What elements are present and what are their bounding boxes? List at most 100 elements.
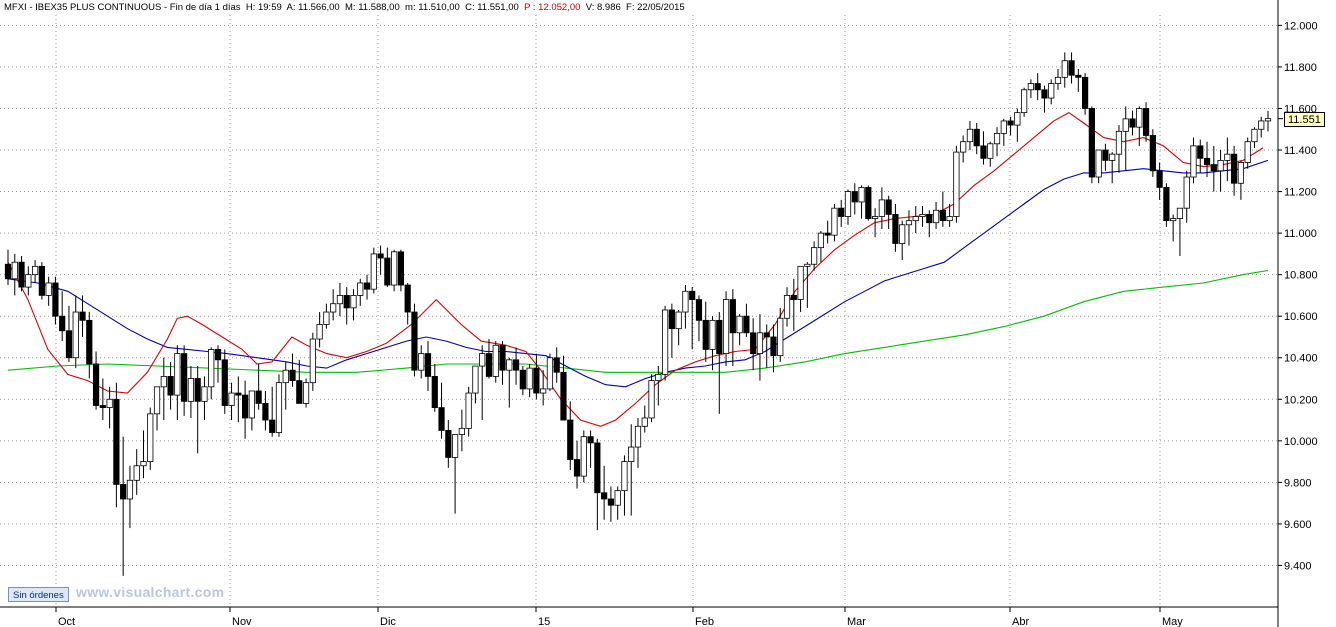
candle-body-up xyxy=(1224,153,1231,161)
candle-body-down xyxy=(1156,170,1163,188)
candle xyxy=(817,231,825,263)
candle xyxy=(973,123,980,155)
candle-body-down xyxy=(824,232,831,236)
candle-body-down xyxy=(668,309,675,330)
candle xyxy=(167,361,174,410)
candle xyxy=(756,314,764,381)
candle-body-down xyxy=(1088,108,1095,178)
candle xyxy=(438,382,445,439)
candle xyxy=(330,289,337,321)
candle xyxy=(201,376,208,421)
candle xyxy=(1034,73,1041,101)
candle xyxy=(709,316,716,371)
candle-body-down xyxy=(695,299,703,321)
y-tick-label: 12.000 xyxy=(1284,20,1318,32)
candle xyxy=(235,376,242,423)
candle-body-up xyxy=(1183,176,1190,209)
candle xyxy=(1075,69,1082,92)
candle-body-up xyxy=(871,216,879,219)
candle-body-up xyxy=(350,295,357,309)
candle-body-down xyxy=(445,430,452,458)
x-tick-label: 15 xyxy=(538,616,550,627)
candle xyxy=(99,378,106,421)
candle xyxy=(194,366,201,454)
orders-status-button[interactable]: Sin órdenes xyxy=(8,587,69,602)
candle xyxy=(993,127,1001,157)
candle-body-up xyxy=(540,388,547,394)
candle-body-down xyxy=(1041,89,1048,99)
candle xyxy=(1136,106,1143,146)
candle-body-up xyxy=(1170,218,1177,222)
candle xyxy=(783,287,791,327)
candle xyxy=(573,440,581,489)
candle xyxy=(397,249,405,292)
candle-body-up xyxy=(756,332,764,354)
candle xyxy=(309,332,316,391)
candle-body-down xyxy=(1197,145,1204,159)
y-tick-label: 10.400 xyxy=(1284,353,1318,365)
candle xyxy=(25,266,32,296)
candle-body-up xyxy=(919,214,926,217)
chart-grid xyxy=(0,15,1278,607)
candle xyxy=(1000,118,1007,146)
y-tick-label: 10.000 xyxy=(1284,436,1318,448)
candle xyxy=(661,305,669,381)
candle-body-up xyxy=(628,446,635,462)
ma-short-line xyxy=(7,111,1264,427)
candle xyxy=(689,287,696,350)
candle-body-up xyxy=(1027,83,1035,91)
candle xyxy=(113,382,120,508)
candle-body-up xyxy=(661,309,669,375)
candle-body-up xyxy=(1021,89,1028,114)
candle xyxy=(275,374,283,437)
candle-body-up xyxy=(316,324,323,340)
candle-body-down xyxy=(1081,76,1089,109)
candle xyxy=(953,145,960,223)
candle xyxy=(106,386,113,429)
candle xyxy=(262,390,269,431)
candle-body-down xyxy=(255,390,262,404)
candle xyxy=(181,345,188,416)
candle-body-up xyxy=(336,295,344,305)
candle xyxy=(899,220,906,261)
candle-body-up xyxy=(1014,112,1021,126)
y-tick-label: 11.400 xyxy=(1284,145,1317,157)
candle-body-down xyxy=(533,367,540,394)
candle xyxy=(1258,116,1265,138)
candle-body-up xyxy=(1122,118,1129,132)
candle xyxy=(302,378,310,408)
candle-body-up xyxy=(655,373,662,381)
candle-body-down xyxy=(1068,60,1075,76)
candle-body-up xyxy=(248,390,255,419)
candle xyxy=(269,386,276,437)
candle-body-down xyxy=(1163,187,1170,222)
candle-body-down xyxy=(363,282,371,290)
candle xyxy=(1115,125,1123,173)
candle xyxy=(804,262,811,308)
candle-body-up xyxy=(479,353,486,367)
candle xyxy=(404,282,411,325)
candle-body-up xyxy=(621,461,628,492)
candle xyxy=(716,312,723,414)
y-tick-label: 10.200 xyxy=(1284,394,1318,406)
candle-body-down xyxy=(885,199,892,215)
candle-body-down xyxy=(235,392,242,396)
candle xyxy=(79,295,86,337)
candle-body-down xyxy=(52,282,59,317)
candle xyxy=(391,249,398,292)
candle xyxy=(1027,79,1035,99)
candle xyxy=(851,183,858,215)
candle xyxy=(1041,85,1048,113)
x-tick-label: Mar xyxy=(847,616,866,627)
last-price-badge: 11.551 xyxy=(1284,111,1325,127)
candle xyxy=(553,347,560,383)
candle-body-up xyxy=(282,369,289,384)
candle xyxy=(465,386,472,437)
candle-body-up xyxy=(722,299,730,354)
candle-body-down xyxy=(289,369,296,381)
candle-body-down xyxy=(980,145,987,159)
candle xyxy=(587,430,594,468)
candle xyxy=(1237,160,1245,200)
